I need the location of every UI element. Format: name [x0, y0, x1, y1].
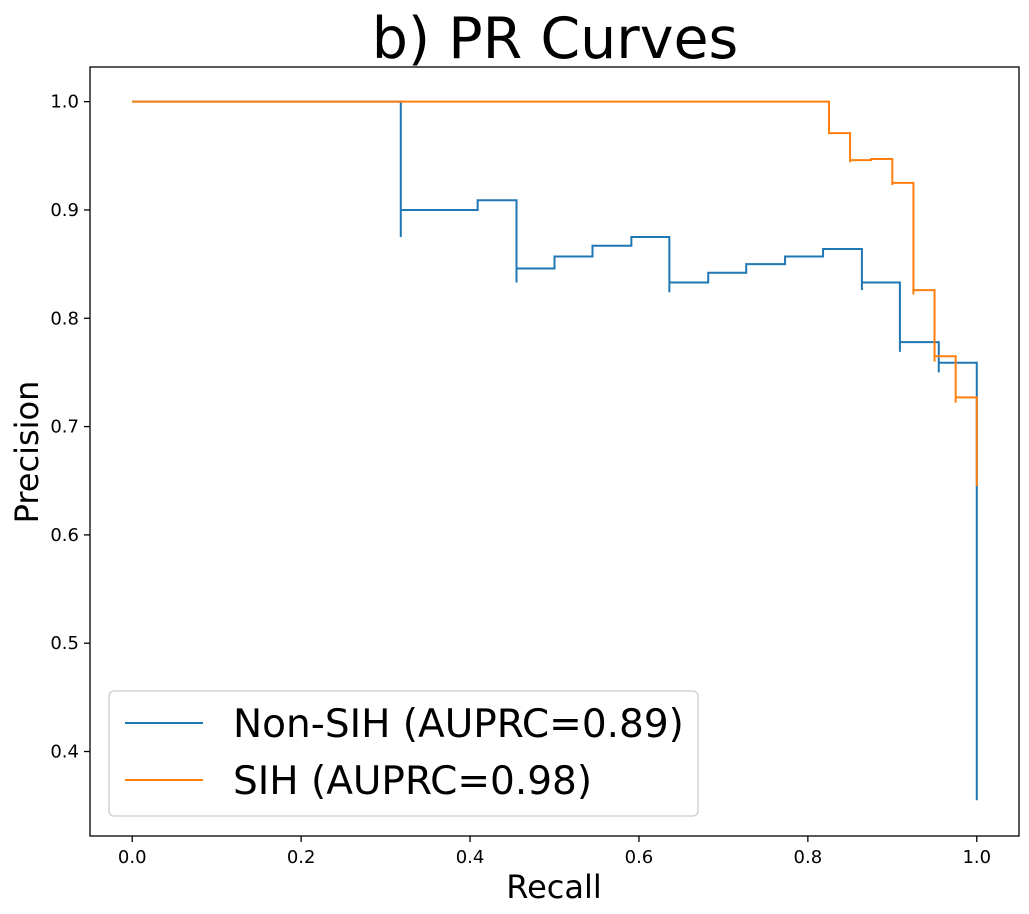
y-tick-label: 0.5	[50, 633, 79, 654]
legend-label-sih: SIH (AUPRC=0.98)	[233, 759, 592, 804]
legend: Non-SIH (AUPRC=0.89) SIH (AUPRC=0.98)	[108, 690, 699, 817]
y-tick-label: 1.0	[50, 92, 79, 113]
y-tick-label: 0.9	[50, 200, 79, 221]
x-tick-label: 0.2	[287, 847, 316, 868]
x-tick-label: 0.6	[625, 847, 654, 868]
x-tick-label: 1.0	[962, 847, 991, 868]
y-tick-label: 0.6	[50, 525, 79, 546]
series-line-sih	[132, 100, 978, 487]
y-axis-label: Precision	[8, 381, 46, 524]
x-tick-label: 0.0	[118, 847, 147, 868]
y-tick-label: 0.7	[50, 417, 79, 438]
legend-label-non-sih: Non-SIH (AUPRC=0.89)	[233, 702, 684, 747]
plot-frame	[89, 66, 1020, 837]
chart-title: b) PR Curves	[372, 6, 739, 72]
x-tick-label: 0.8	[794, 847, 823, 868]
x-axis-label: Recall	[506, 868, 601, 906]
axis-ticks: 0.0 0.2 0.4 0.6 0.8 1.0 0.4 0.5 0.6 0.7 0.8 0.9 1.0	[50, 92, 991, 868]
x-tick-label: 0.4	[456, 847, 485, 868]
legend-box	[108, 690, 699, 817]
plot-area	[132, 100, 978, 801]
y-tick-label: 0.4	[50, 742, 79, 763]
series-line-non-sih	[132, 100, 978, 801]
y-tick-label: 0.8	[50, 308, 79, 329]
